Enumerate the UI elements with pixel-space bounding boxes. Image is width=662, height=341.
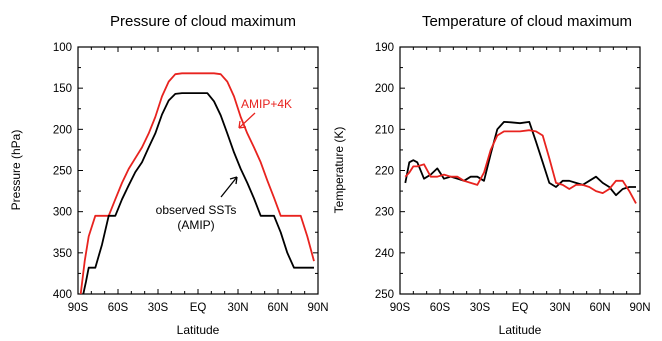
- temperature-x-tick-label: 60S: [430, 302, 451, 314]
- temperature-y-tick-label: 210: [375, 124, 394, 136]
- amip-annotation-line2: (AMIP): [177, 218, 214, 232]
- pressure-series-lines: [79, 72, 315, 295]
- temperature-y-tick-label: 200: [375, 83, 394, 95]
- amip4k-arrow-line: [238, 112, 256, 129]
- pressure-x-tick-labels: 90S 60S 30S EQ 30N 60N 90N: [68, 302, 329, 314]
- pressure-x-tick-label: 60S: [108, 302, 129, 314]
- temperature-x-tick-label: 30S: [470, 302, 491, 314]
- temperature-x-tick-label: 90S: [390, 302, 411, 314]
- pressure-y-tick-label: 100: [53, 42, 72, 54]
- temperature-y-tick-label: 220: [375, 166, 394, 178]
- pressure-plot-frame: [77, 46, 319, 295]
- pressure-series-amip-4k: [79, 72, 315, 295]
- amip4k-annotation: AMIP+4K: [241, 97, 292, 111]
- temperature-y-tick-label: 250: [375, 289, 394, 301]
- pressure-x-tick-label: 90N: [307, 302, 328, 314]
- temperature-y-tick-label: 240: [375, 248, 394, 260]
- temperature-chart-title: Temperature of cloud maximum: [422, 13, 632, 30]
- pressure-x-tick-label: 30S: [148, 302, 169, 314]
- pressure-y-tick-label: 250: [53, 166, 72, 178]
- pressure-x-axis-label: Latitude: [177, 323, 220, 337]
- pressure-y-tick-label: 350: [53, 248, 72, 260]
- amip-arrowhead: [229, 176, 238, 185]
- pressure-x-tick-label: EQ: [190, 302, 207, 314]
- temperature-chart: Temperature of cloud maximum 90S 60S 30S EQ…: [332, 13, 651, 337]
- pressure-y-tick-labels: 100 150 200 250 300 350 400: [53, 42, 72, 301]
- amip-arrow-line: [220, 176, 238, 198]
- pressure-y-tick-label: 400: [53, 289, 72, 301]
- pressure-chart: Pressure of cloud maximum 90S 60S 30S EQ 30N…: [9, 13, 329, 337]
- temperature-series-lines: [404, 121, 637, 204]
- temperature-x-tick-label: 30N: [549, 302, 570, 314]
- temperature-x-axis-label: Latitude: [499, 323, 542, 337]
- amip-annotation-line1: observed SSTs: [156, 203, 237, 217]
- temperature-series-amip-4k: [404, 129, 637, 204]
- temperature-y-tick-labels: 190 200 210 220 230 240 250: [375, 42, 394, 301]
- pressure-x-tick-label: 30N: [227, 302, 248, 314]
- temperature-series-observed-ssts-amip: [404, 121, 636, 197]
- pressure-y-axis-label: Pressure (hPa): [9, 130, 23, 211]
- pressure-series-observed-ssts-amip: [82, 92, 314, 295]
- temperature-y-tick-label: 190: [375, 42, 394, 54]
- pressure-y-tick-label: 200: [53, 124, 72, 136]
- pressure-x-tick-label: 90S: [68, 302, 89, 314]
- pressure-y-tick-label: 300: [53, 207, 72, 219]
- temperature-y-tick-label: 230: [375, 207, 394, 219]
- temperature-tick-marks: [399, 46, 641, 295]
- temperature-y-axis-label: Temperature (K): [332, 127, 346, 214]
- pressure-tick-marks: [77, 46, 319, 295]
- pressure-x-tick-label: 60N: [267, 302, 288, 314]
- pressure-y-tick-label: 150: [53, 83, 72, 95]
- temperature-x-tick-labels: 90S 60S 30S EQ 30N 60N 90N: [390, 302, 651, 314]
- temperature-x-tick-label: 90N: [629, 302, 650, 314]
- pressure-chart-title: Pressure of cloud maximum: [110, 13, 296, 30]
- temperature-x-tick-label: 60N: [589, 302, 610, 314]
- amip4k-arrowhead: [238, 120, 247, 129]
- temperature-x-tick-label: EQ: [512, 302, 529, 314]
